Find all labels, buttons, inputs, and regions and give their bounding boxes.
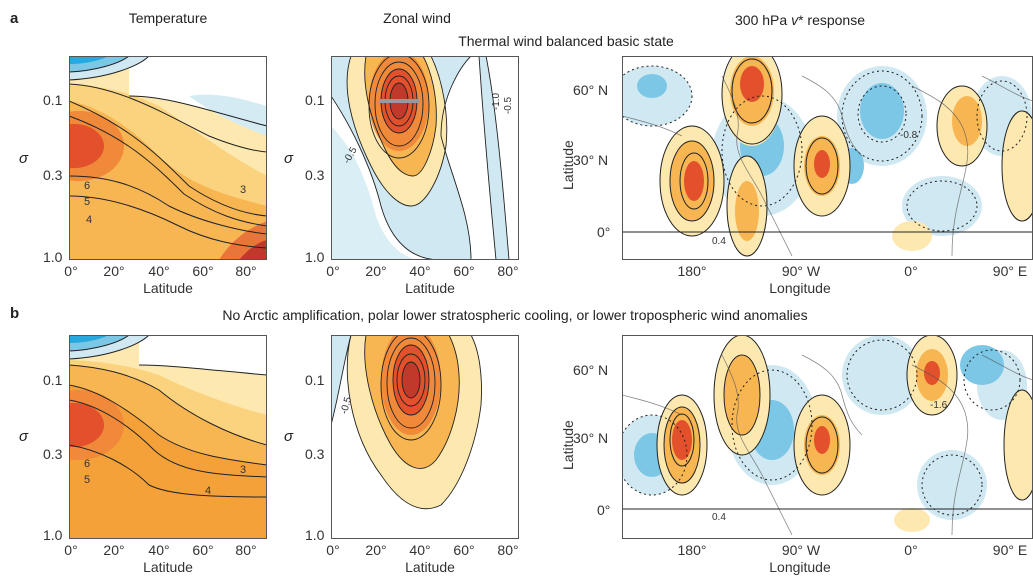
map-xtick-90E-a: 90° E xyxy=(992,263,1028,279)
temp-a-contour-4: 4 xyxy=(86,214,93,226)
map-ytick-30N-b: 30° N xyxy=(573,430,609,446)
map-xlabel-b: Longitude xyxy=(769,559,831,575)
lat-axis-label-a1: Latitude xyxy=(143,280,193,296)
sigma-tick-0.1-a1: 0.1 xyxy=(43,92,63,108)
lat-tick-60-b2: 60° xyxy=(453,542,475,558)
sigma-axis-label-a1: σ xyxy=(19,150,29,167)
lat-tick-40-b2: 40° xyxy=(409,542,431,558)
sigma-axis-label-a2: σ xyxy=(284,150,294,167)
sigma-tick-0.1-a2: 0.1 xyxy=(305,92,325,108)
lat-tick-0-a1: 0° xyxy=(64,263,78,279)
lat-tick-60-a1: 60° xyxy=(192,263,214,279)
lat-tick-0-a2: 0° xyxy=(326,263,340,279)
temp-b-contour-4: 4 xyxy=(205,485,212,497)
map-a-contour-neg-0.8: -0.8 xyxy=(900,130,918,141)
map-xtick-180-b: 180° xyxy=(677,542,707,558)
lat-tick-80-a2: 80° xyxy=(497,263,519,279)
map-a-contour-0.4: 0.4 xyxy=(712,236,726,247)
temperature-plot-a xyxy=(69,56,267,260)
lat-tick-80-b2: 80° xyxy=(497,542,519,558)
map-b-contour-neg-1.6: -1.6 xyxy=(930,400,948,411)
lat-tick-20-b2: 20° xyxy=(365,542,387,558)
temp-b-contour-6: 6 xyxy=(84,458,91,470)
lat-tick-20-a1: 20° xyxy=(103,263,125,279)
lat-tick-20-a2: 20° xyxy=(365,263,387,279)
map-xtick-90W-b: 90° W xyxy=(781,542,821,558)
map-xtick-90W-a: 90° W xyxy=(781,263,821,279)
sigma-axis-label-b1: σ xyxy=(19,428,29,445)
temp-b-contour-3: 3 xyxy=(240,464,247,476)
panel-letter-b: b xyxy=(10,305,20,322)
map-ytick-0-a: 0° xyxy=(597,224,611,240)
v-response-map-a xyxy=(622,56,1033,260)
zonal-wind-plot-a xyxy=(331,56,519,260)
map-xlabel-a: Longitude xyxy=(769,280,831,296)
panel-letter-a: a xyxy=(10,10,19,27)
lat-tick-40-a2: 40° xyxy=(409,263,431,279)
temp-a-contour-3: 3 xyxy=(240,184,247,196)
subtitle-row-a: Thermal wind balanced basic state xyxy=(458,33,674,49)
lat-tick-40-b1: 40° xyxy=(148,542,170,558)
sigma-tick-0.3-a1: 0.3 xyxy=(43,167,63,183)
subtitle-row-b: No Arctic amplification, polar lower str… xyxy=(222,307,808,323)
lat-tick-80-b1: 80° xyxy=(235,542,257,558)
sigma-tick-1.0-a2: 1.0 xyxy=(305,249,325,265)
map-b-contour-0.4: 0.4 xyxy=(712,512,726,523)
map-ytick-0-b: 0° xyxy=(597,502,611,518)
title-temperature: Temperature xyxy=(128,10,208,26)
lat-tick-0-b1: 0° xyxy=(64,542,78,558)
lat-axis-label-b2: Latitude xyxy=(405,559,455,575)
lat-axis-label-b1: Latitude xyxy=(143,559,193,575)
lat-tick-20-b1: 20° xyxy=(103,542,125,558)
map-xtick-180-a: 180° xyxy=(677,263,707,279)
sigma-tick-0.3-b2: 0.3 xyxy=(305,446,325,462)
sigma-tick-0.3-a2: 0.3 xyxy=(305,167,325,183)
sigma-tick-0.3-b1: 0.3 xyxy=(43,446,63,462)
zonal-wind-plot-b xyxy=(331,335,519,539)
temp-a-contour-6: 6 xyxy=(84,180,91,192)
sigma-axis-label-b2: σ xyxy=(284,428,294,445)
lat-axis-label-a2: Latitude xyxy=(405,280,455,296)
wind-a-contour-neg-1.0: -1.0 xyxy=(491,92,503,111)
map-xtick-90E-b: 90° E xyxy=(992,542,1028,558)
temperature-plot-b xyxy=(69,335,267,539)
title-v-response: 300 hPa v* response xyxy=(735,12,865,28)
map-ytick-30N-a: 30° N xyxy=(573,152,609,168)
wind-a-contour-neg-0.5-right: -0.5 xyxy=(503,96,515,115)
sigma-tick-0.1-b2: 0.1 xyxy=(305,372,325,388)
title-zonal-wind: Zonal wind xyxy=(383,10,451,26)
lat-tick-60-b1: 60° xyxy=(192,542,214,558)
map-xtick-0-b: 0° xyxy=(904,542,918,558)
sigma-tick-0.1-b1: 0.1 xyxy=(43,372,63,388)
temp-b-contour-5: 5 xyxy=(84,474,91,486)
map-ytick-60N-a: 60° N xyxy=(573,82,609,98)
v-response-map-b xyxy=(622,335,1033,539)
sigma-tick-1.0-b2: 1.0 xyxy=(305,527,325,543)
lat-tick-40-a1: 40° xyxy=(148,263,170,279)
map-ytick-60N-b: 60° N xyxy=(573,362,609,378)
sigma-tick-1.0-b1: 1.0 xyxy=(43,527,63,543)
map-xtick-0-a: 0° xyxy=(904,263,918,279)
sigma-tick-1.0-a1: 1.0 xyxy=(43,249,63,265)
lat-tick-60-a2: 60° xyxy=(453,263,475,279)
lat-tick-80-a1: 80° xyxy=(235,263,257,279)
temp-a-contour-5: 5 xyxy=(84,196,91,208)
lat-tick-0-b2: 0° xyxy=(326,542,340,558)
